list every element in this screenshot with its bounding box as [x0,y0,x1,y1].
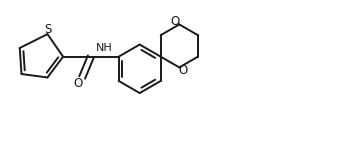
Text: O: O [73,77,82,90]
Text: O: O [171,15,180,28]
Text: S: S [45,23,52,36]
Text: NH: NH [96,43,113,53]
Text: O: O [179,64,188,77]
